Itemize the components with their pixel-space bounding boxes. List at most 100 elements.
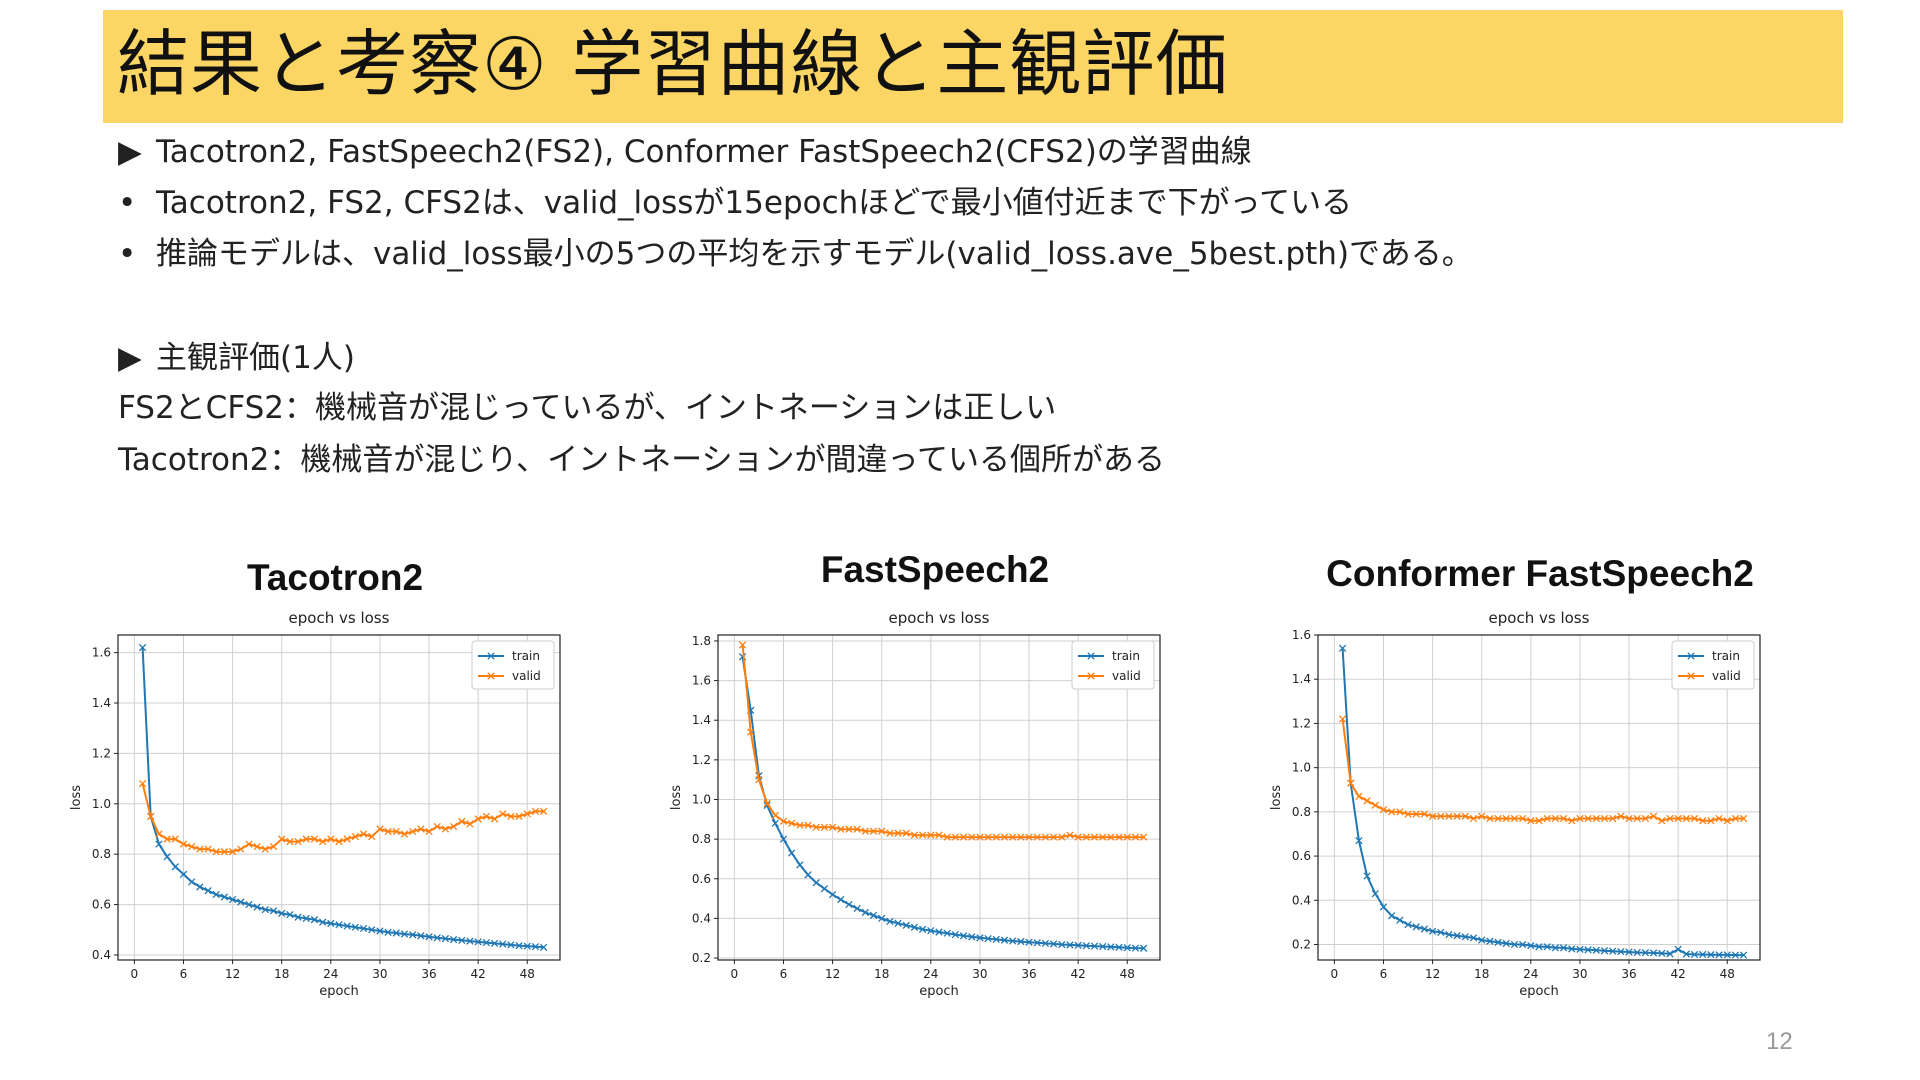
data-point-valid [155,830,163,838]
chart-heading-fastspeech2: FastSpeech2 [820,549,1050,590]
data-point-train [771,819,779,827]
data-point-train [804,871,812,879]
line-text: Tacotron2, FastSpeech2(FS2), Conformer F… [156,134,1252,170]
y-tick-label: 1.0 [92,797,111,811]
data-point-valid [359,830,368,838]
data-point-valid [523,810,531,818]
x-tick-label: 0 [1331,967,1339,981]
data-point-train [425,933,433,941]
data-point-valid [959,833,968,841]
legend-label-train: train [1112,649,1140,663]
data-point-valid [1699,817,1707,825]
data-point-train [1641,949,1650,957]
data-point-valid [310,835,319,843]
data-point-valid [212,848,220,856]
data-point-train [1420,925,1429,933]
data-point-train [1658,949,1666,958]
series-line-valid [741,644,1144,839]
data-point-valid [1379,806,1388,814]
legend-marker-train [1687,652,1695,660]
data-point-train [1066,941,1074,949]
data-point-train [992,935,1000,944]
line-text: 推論モデルは、valid_loss最小の5つの平均を示すモデル(valid_lo… [156,236,1473,272]
data-point-valid [804,821,812,829]
data-point-valid [433,822,441,831]
data-point-valid [539,807,548,816]
data-point-train [1568,945,1576,953]
data-point-valid [1082,833,1090,841]
data-point-train [1527,941,1535,950]
data-point-train [968,933,976,941]
data-point-train [1617,947,1625,956]
y-tick-label: 0.4 [1292,893,1311,907]
data-point-valid [1494,814,1502,823]
data-point-train [482,938,490,947]
data-point-valid [1437,812,1445,820]
legend-marker-valid [1687,672,1695,680]
data-point-valid [918,831,927,839]
data-point-train [1518,940,1527,949]
data-point-train [433,934,441,942]
x-tick-label: 18 [1474,967,1489,981]
y-tick-label: 1.8 [692,634,711,648]
data-point-train [1739,951,1748,959]
data-point-train [523,942,531,950]
data-point-train [1090,942,1099,950]
x-tick-label: 6 [180,967,188,981]
data-point-train [1099,942,1107,951]
data-point-valid [384,827,392,836]
data-point-valid [1017,833,1025,841]
data-point-valid [482,812,490,821]
data-point-valid [1568,817,1576,825]
data-point-valid [1049,833,1058,841]
x-tick-label: 42 [1671,967,1686,981]
data-point-valid [163,835,171,843]
data-point-valid [910,831,919,839]
data-point-train [1009,937,1017,945]
data-point-valid [992,833,1000,841]
data-point-train [1535,943,1543,951]
data-point-train [1551,944,1560,952]
data-point-valid [392,827,400,836]
data-point-train [458,936,466,945]
data-point-train [474,938,482,946]
data-point-train [1674,945,1682,954]
data-point-valid [1469,814,1478,823]
data-point-valid [1633,814,1641,823]
data-point-train [376,927,384,935]
data-point-valid [1600,814,1609,823]
chart-title: epoch vs loss [289,609,390,627]
data-point-train [1486,937,1494,945]
data-point-valid [1609,814,1617,823]
data-point-train [1338,644,1347,652]
data-point-train [1600,947,1609,955]
data-point-valid [796,821,804,829]
x-tick-label: 48 [1720,967,1735,981]
data-point-valid [1009,833,1017,841]
y-tick-label: 1.6 [92,646,111,660]
data-point-train [1715,951,1723,959]
data-point-train [1082,942,1090,950]
data-point-train [278,909,286,918]
data-point-valid [261,845,269,853]
x-tick-label: 24 [1523,967,1538,981]
data-point-valid [1649,812,1658,820]
data-point-valid [1723,817,1731,825]
data-point-train [261,905,269,914]
data-point-train [1412,923,1420,931]
data-point-train [507,941,515,949]
data-point-valid [1115,833,1123,841]
chart-tacotron2: epoch vs loss 0 6 12 18 24 30 36 42 48 0.4 0.6 0.8 1.… [69,609,561,999]
data-point-train [1649,949,1658,957]
data-point-valid [747,728,755,736]
data-point-valid [1502,814,1510,823]
data-point-train [935,928,943,936]
y-tick-label: 0.4 [92,948,111,962]
data-point-valid [1363,797,1371,805]
x-tick-label: 30 [1572,967,1587,981]
data-point-valid [1371,801,1379,809]
x-tick-label: 12 [1425,967,1440,981]
data-point-valid [1445,812,1453,820]
x-axis-label: epoch [919,984,959,999]
data-point-valid [507,812,515,821]
